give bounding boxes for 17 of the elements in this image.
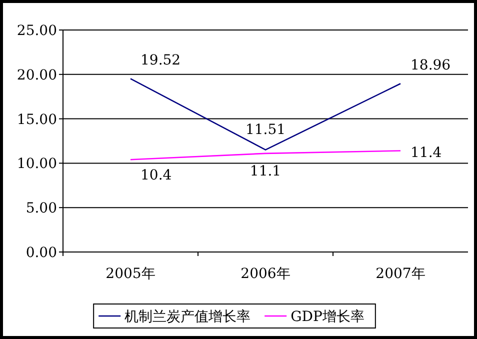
x-tick-label: 2007年	[376, 266, 426, 282]
y-tick-label: 15.00	[16, 112, 57, 128]
data-label: 19.52	[140, 52, 181, 69]
y-tick-label: 10.00	[16, 156, 57, 172]
x-tick-label: 2005年	[106, 266, 156, 282]
legend-label: 机制兰炭产值增长率	[124, 309, 251, 325]
data-label: 11.4	[410, 144, 442, 161]
data-label: 11.51	[245, 122, 286, 138]
data-label: 10.4	[140, 168, 172, 184]
legend-label: GDP增长率	[290, 309, 364, 325]
y-tick-label: 25.00	[16, 23, 57, 39]
y-tick-label: 5.00	[26, 200, 57, 217]
data-label: 11.1	[250, 163, 282, 180]
y-tick-label: 20.00	[16, 67, 57, 84]
y-tick-label: 0.00	[26, 245, 57, 261]
x-tick-label: 2006年	[240, 266, 290, 282]
data-label: 18.96	[410, 58, 451, 74]
